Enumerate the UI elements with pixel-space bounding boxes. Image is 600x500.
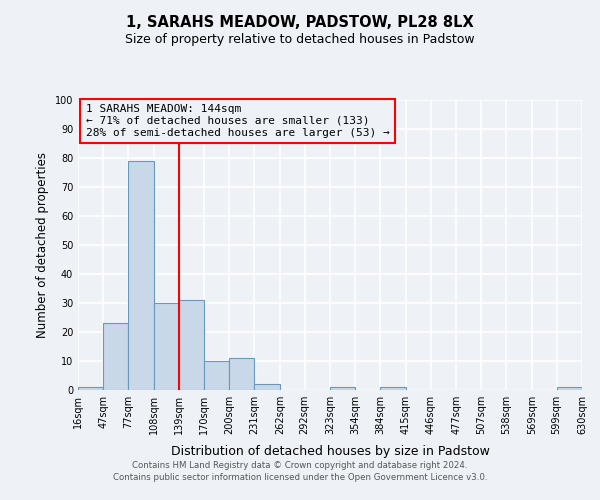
Bar: [78, 387, 103, 390]
Bar: [103, 324, 128, 390]
X-axis label: Distribution of detached houses by size in Padstow: Distribution of detached houses by size …: [170, 446, 490, 458]
Bar: [205, 361, 229, 390]
Bar: [128, 161, 154, 390]
Y-axis label: Number of detached properties: Number of detached properties: [36, 152, 49, 338]
Bar: [229, 358, 254, 390]
Bar: [179, 300, 205, 390]
Bar: [330, 387, 355, 390]
Text: Size of property relative to detached houses in Padstow: Size of property relative to detached ho…: [125, 32, 475, 46]
Bar: [557, 387, 582, 390]
Bar: [380, 387, 406, 390]
Text: 1, SARAHS MEADOW, PADSTOW, PL28 8LX: 1, SARAHS MEADOW, PADSTOW, PL28 8LX: [126, 15, 474, 30]
Bar: [254, 384, 280, 390]
Bar: [154, 303, 179, 390]
Text: Contains HM Land Registry data © Crown copyright and database right 2024.
Contai: Contains HM Land Registry data © Crown c…: [113, 461, 487, 482]
Text: 1 SARAHS MEADOW: 144sqm
← 71% of detached houses are smaller (133)
28% of semi-d: 1 SARAHS MEADOW: 144sqm ← 71% of detache…: [86, 104, 389, 138]
